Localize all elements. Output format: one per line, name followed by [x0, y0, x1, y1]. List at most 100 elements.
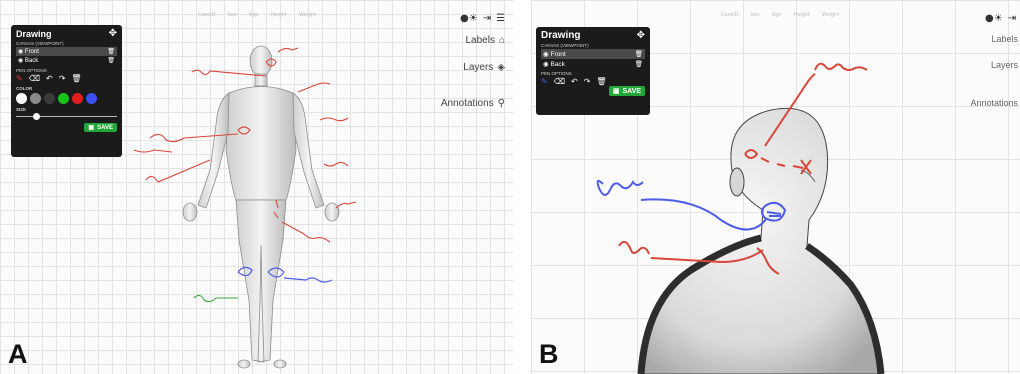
layers-menu-item[interactable]: Layers ◈ — [463, 62, 505, 73]
viewpoint-front[interactable]: ◉ Front 🗑 — [541, 49, 645, 59]
pen-icon[interactable]: ✎ — [541, 77, 548, 86]
trash-icon[interactable]: 🗑 — [596, 77, 607, 86]
drawing-panel: Drawing ✥ Canvas (Viewpoint) ◉ Front 🗑 ◉… — [536, 27, 650, 115]
header-height: Height — [793, 12, 810, 18]
annotations-menu-item[interactable]: Annotations ⚲ — [441, 98, 505, 109]
panel-label-b: B — [539, 339, 559, 369]
header-weight: Weight — [298, 12, 317, 18]
theme-toggle-icon[interactable]: ●☀ — [985, 13, 1003, 24]
side-menu: Labels Layers Annotations — [948, 0, 1018, 110]
delete-icon[interactable]: 🗑 — [634, 61, 643, 68]
delete-icon[interactable]: 🗑 — [107, 58, 115, 64]
save-icon: ▣ — [88, 125, 95, 131]
drawing-panel: Drawing ✥ Canvas (Viewpoint) ◉ Front 🗑 ◉… — [11, 25, 122, 157]
size-section-label: Size — [16, 107, 27, 112]
labels-menu-item[interactable]: Labels — [991, 34, 1018, 44]
body-scene-front[interactable] — [0, 0, 513, 374]
eye-icon: ◉ — [543, 61, 549, 68]
panel-label-a: A — [8, 339, 28, 369]
panel-b: CaseID Sex Age Height Weight ●☀ ⇥ Labels… — [531, 0, 1020, 374]
undo-icon[interactable]: ↶ — [46, 74, 53, 83]
size-slider-knob[interactable] — [33, 113, 41, 120]
layers-label: Layers — [990, 60, 1018, 70]
human-bust — [637, 107, 885, 374]
side-menu: Labels ⌂ Layers ◈ Annotations ⚲ — [425, 0, 505, 120]
layers-label: Layers — [463, 62, 494, 73]
menu-list-icon[interactable]: ☰ — [496, 13, 506, 24]
drawing-title: Drawing — [541, 30, 581, 41]
annotation-strokes-a-blue — [237, 266, 333, 283]
top-tools: ●☀ ⇥ — [985, 13, 1016, 24]
eye-icon: ◉ — [543, 51, 549, 58]
header-age: Age — [771, 12, 782, 18]
pen-section-label: Pen Options — [16, 68, 47, 73]
save-button[interactable]: ▣ SAVE — [84, 123, 117, 132]
pin-icon: ⚲ — [497, 98, 505, 109]
save-label: SAVE — [97, 124, 113, 131]
panel-a: CaseID Sex Age Height Weight ●☀ ⇥ ☰ Labe… — [0, 0, 513, 374]
annotation-strokes-a — [133, 47, 357, 243]
tag-icon: ⌂ — [498, 35, 505, 46]
viewpoint-back[interactable]: ◉ Back 🗑 — [541, 59, 645, 69]
annotations-menu-item[interactable]: Annotations — [970, 98, 1018, 108]
color-swatch[interactable] — [16, 93, 27, 104]
move-icon[interactable]: ✥ — [108, 28, 117, 39]
delete-icon[interactable]: 🗑 — [634, 51, 643, 58]
header-case-id: CaseID — [198, 12, 216, 18]
trash-icon[interactable]: 🗑 — [71, 74, 82, 83]
color-swatch[interactable] — [86, 93, 97, 104]
annotations-label: Annotations — [970, 98, 1018, 108]
labels-label: Labels — [465, 35, 495, 46]
header-weight: Weight — [821, 12, 840, 18]
theme-toggle-icon[interactable]: ●☀ — [460, 13, 478, 24]
eraser-icon[interactable]: ⌫ — [28, 74, 41, 83]
labels-label: Labels — [991, 34, 1018, 44]
color-swatch[interactable] — [72, 93, 83, 104]
save-label: SAVE — [622, 87, 641, 95]
top-tools: ●☀ ⇥ ☰ — [460, 13, 505, 24]
labels-menu-item[interactable]: Labels ⌂ — [465, 35, 505, 46]
color-swatch[interactable] — [30, 93, 41, 104]
viewpoint-back-label: Back — [550, 61, 565, 68]
canvas-header-row: CaseID Sex Age Height Weight — [198, 12, 316, 18]
color-section-label: Color — [16, 86, 33, 91]
redo-icon[interactable]: ↷ — [583, 77, 591, 86]
body-scene-closeup[interactable] — [531, 0, 1020, 374]
color-swatches — [16, 93, 117, 104]
eraser-icon[interactable]: ⌫ — [553, 77, 566, 86]
viewpoint-front-label: Front — [550, 51, 566, 58]
viewpoint-back[interactable]: ◉ Back 🗑 — [16, 56, 117, 65]
pen-toolbar: ✎ ⌫ ↶ ↷ 🗑 — [541, 77, 645, 86]
drawing-title: Drawing — [16, 28, 52, 39]
annotations-label: Annotations — [440, 98, 494, 109]
header-age: Age — [248, 12, 259, 18]
move-icon[interactable]: ✥ — [636, 30, 645, 41]
header-case-id: CaseID — [721, 12, 739, 18]
viewpoint-front-label: Front — [24, 49, 39, 55]
annotation-stroke-green — [193, 294, 238, 303]
canvas-header-row: CaseID Sex Age Height Weight — [721, 12, 839, 18]
undo-icon[interactable]: ↶ — [571, 77, 578, 86]
canvas-section-label: Canvas (Viewpoint) — [16, 41, 64, 46]
save-icon: ▣ — [612, 88, 620, 95]
pen-toolbar: ✎ ⌫ ↶ ↷ 🗑 — [16, 74, 117, 83]
size-slider[interactable] — [16, 113, 117, 120]
viewpoint-back-label: Back — [24, 58, 39, 64]
layers-icon: ◈ — [497, 62, 505, 73]
redo-icon[interactable]: ↷ — [58, 74, 66, 83]
annotation-strokes-b — [618, 62, 868, 275]
color-swatch[interactable] — [44, 93, 55, 104]
header-sex: Sex — [750, 12, 760, 18]
color-swatch[interactable] — [58, 93, 69, 104]
logout-icon[interactable]: ⇥ — [482, 13, 492, 24]
viewpoint-front[interactable]: ◉ Front 🗑 — [16, 47, 117, 56]
logout-icon[interactable]: ⇥ — [1007, 13, 1017, 24]
pen-icon[interactable]: ✎ — [16, 74, 23, 83]
save-button[interactable]: ▣ SAVE — [608, 86, 645, 96]
layers-menu-item[interactable]: Layers — [991, 60, 1018, 70]
human-body-front — [182, 45, 340, 369]
delete-icon[interactable]: 🗑 — [107, 49, 115, 55]
header-sex: Sex — [227, 12, 237, 18]
annotation-strokes-b-blue — [596, 179, 787, 231]
